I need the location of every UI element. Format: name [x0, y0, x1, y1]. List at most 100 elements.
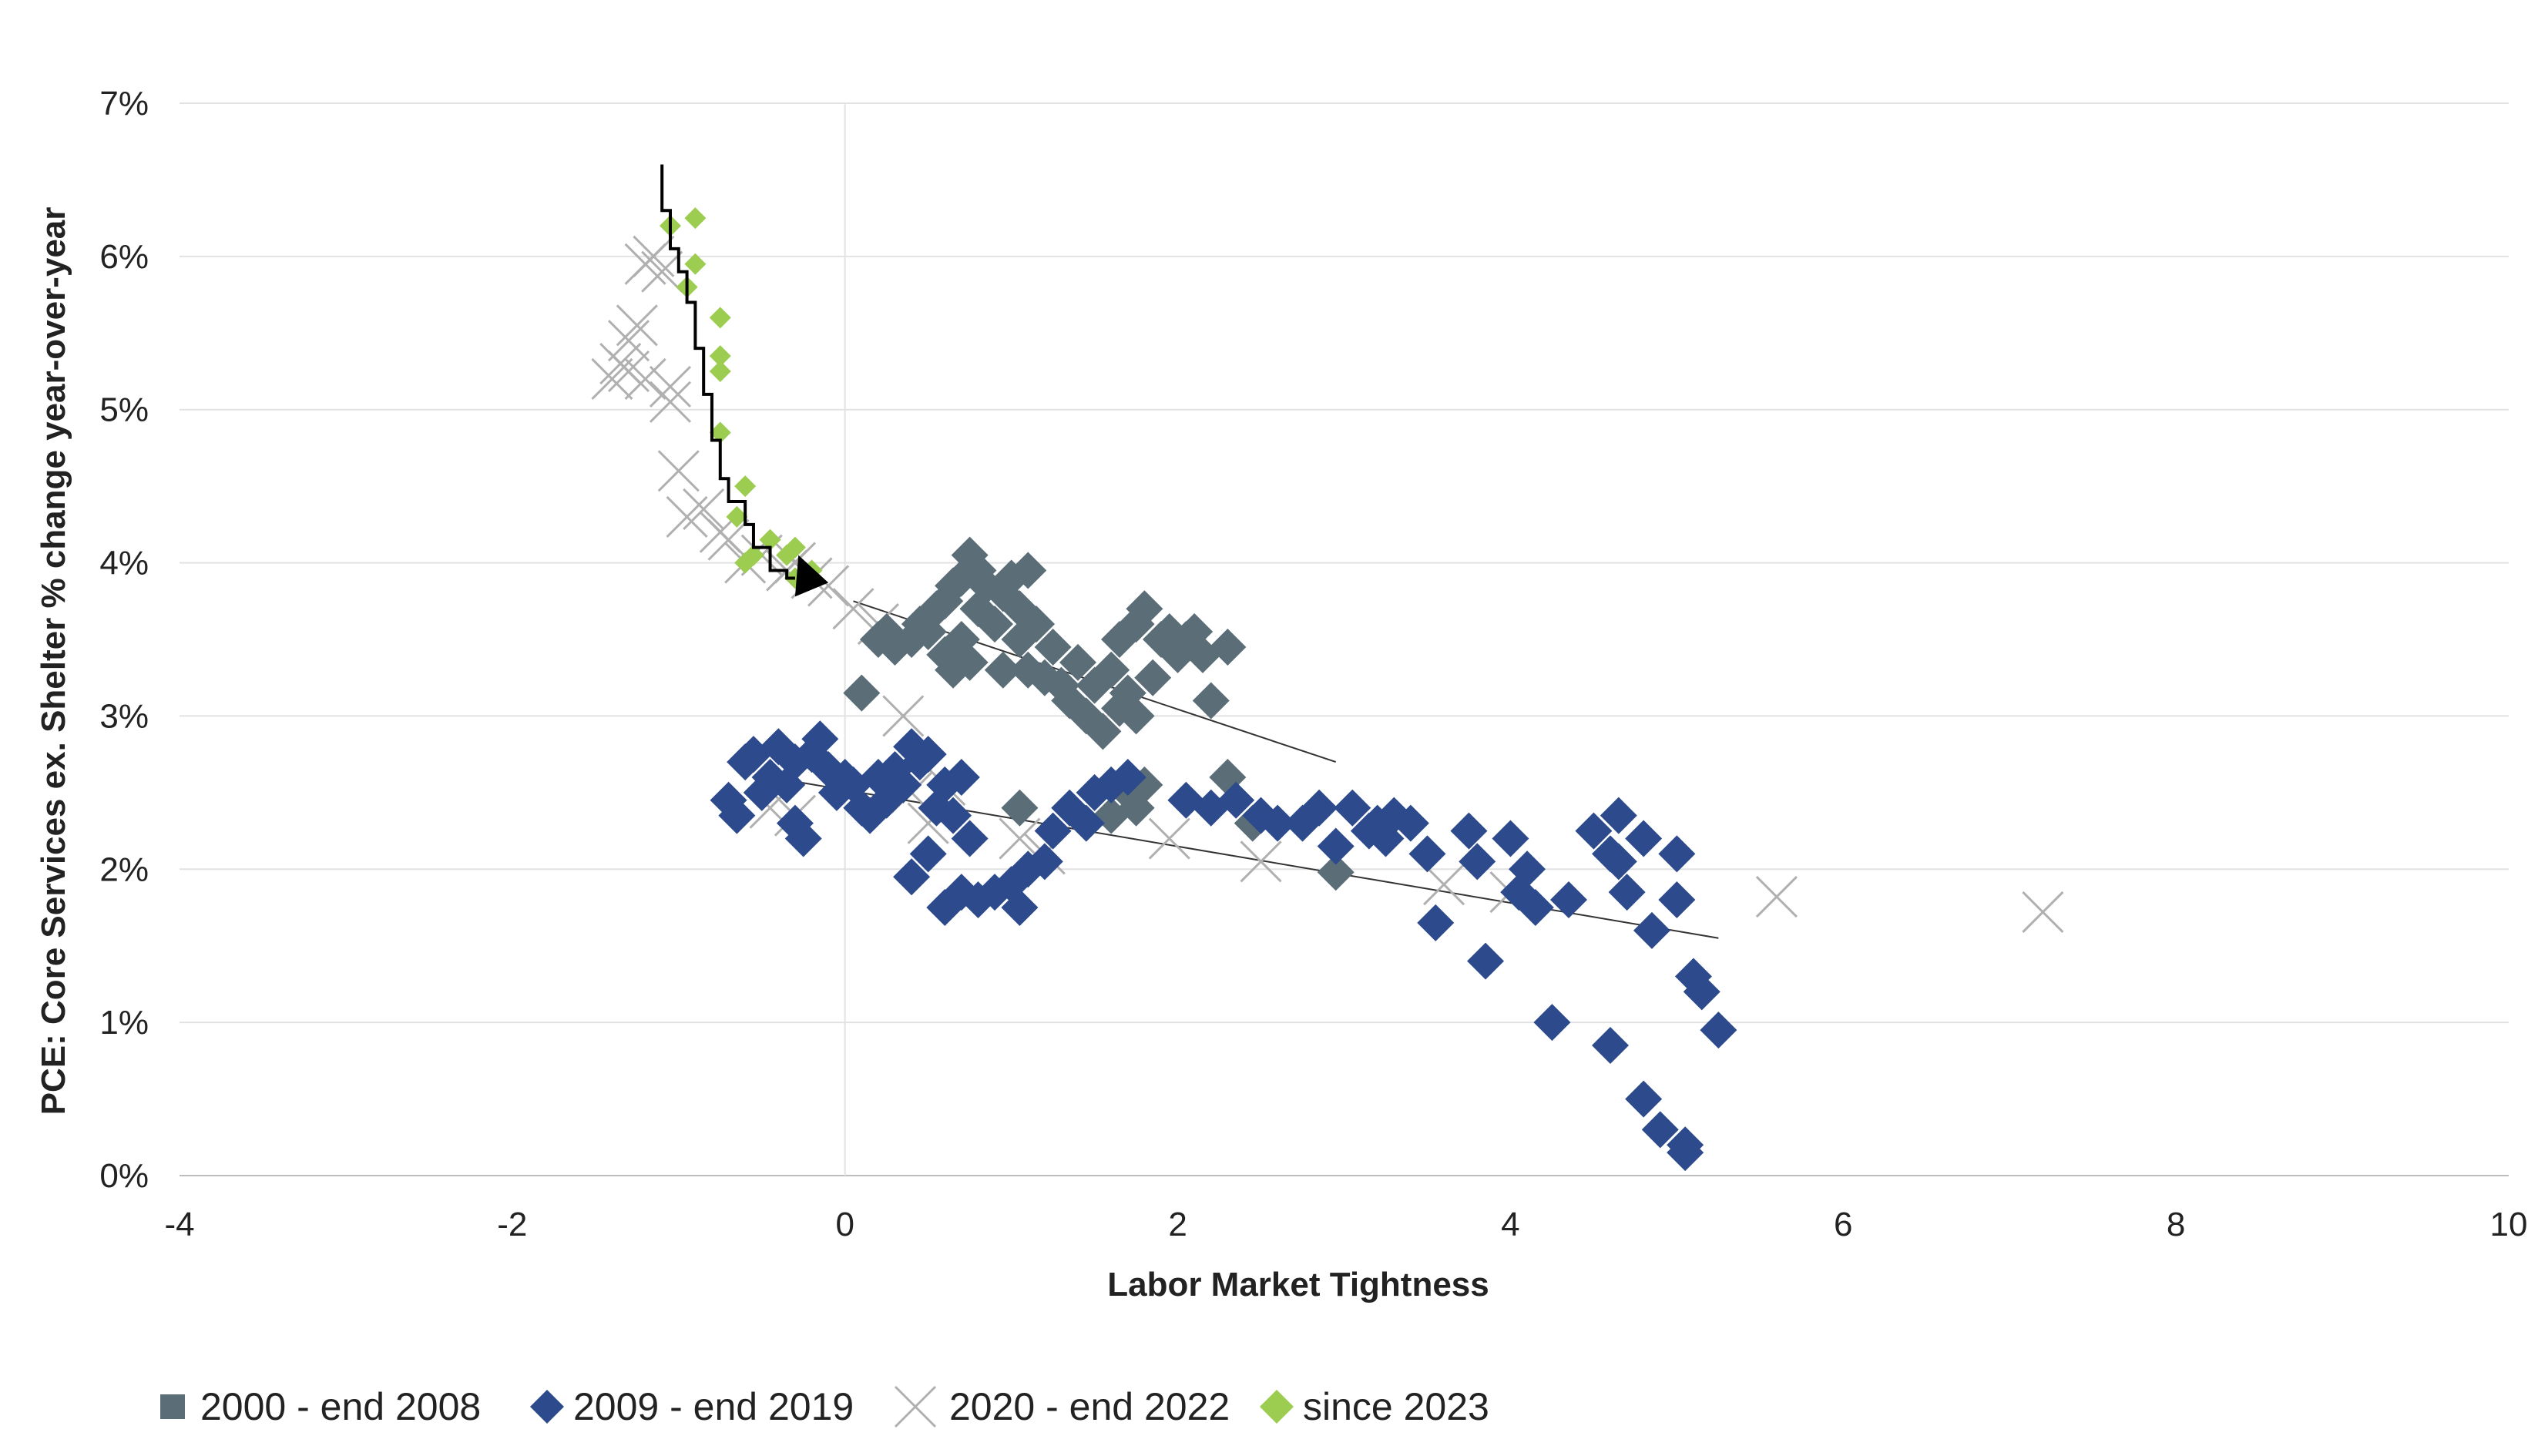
- data-point: [1109, 758, 1146, 796]
- data-point: [1301, 789, 1338, 827]
- data-point: [1059, 643, 1097, 681]
- data-point: [1683, 973, 1720, 1011]
- legend-item: 2000 - end 2008: [160, 1385, 481, 1428]
- data-point: [984, 651, 1022, 689]
- data-point: [1467, 942, 1505, 980]
- data-point: [1575, 812, 1613, 850]
- data-point: [1641, 1111, 1679, 1149]
- data-point: [649, 365, 692, 408]
- y-tick-label: 4%: [99, 545, 149, 582]
- y-tick-label: 0%: [99, 1157, 149, 1195]
- data-point: [709, 307, 731, 329]
- data-point: [1217, 781, 1255, 819]
- y-tick-label: 2%: [99, 850, 149, 888]
- data-point: [1067, 804, 1105, 842]
- x-tick-label: 4: [1501, 1206, 1519, 1243]
- data-point: [759, 528, 781, 551]
- data-point: [633, 235, 675, 277]
- data-point: [1459, 843, 1496, 881]
- data-point: [1700, 1011, 1737, 1049]
- data-point: [1034, 628, 1072, 666]
- x-tick-label: -4: [164, 1206, 194, 1243]
- data-point: [1550, 881, 1588, 919]
- data-point: [1018, 606, 1056, 643]
- legend-label: 2020 - end 2022: [949, 1385, 1230, 1428]
- data-point: [784, 820, 822, 857]
- data-point: [1600, 797, 1637, 834]
- data-point: [718, 797, 756, 834]
- data-points: [591, 207, 2064, 1172]
- x-tick-label: 10: [2490, 1206, 2528, 1243]
- data-point: [1192, 682, 1230, 720]
- data-point: [607, 350, 650, 393]
- arrow-head: [794, 555, 829, 597]
- data-point: [1755, 876, 1798, 918]
- data-point: [1625, 820, 1663, 857]
- data-point: [942, 758, 980, 796]
- data-point: [1240, 840, 1282, 883]
- data-point: [1391, 804, 1429, 842]
- data-point: [885, 766, 922, 803]
- y-tick-label: 1%: [99, 1004, 149, 1042]
- data-point: [760, 728, 797, 766]
- data-point: [683, 488, 725, 531]
- data-point: [1533, 1004, 1571, 1042]
- legend-diamond-marker: [1260, 1390, 1294, 1424]
- data-point: [1600, 843, 1637, 881]
- y-tick-label: 3%: [99, 697, 149, 735]
- data-point: [709, 421, 731, 444]
- x-tick-label: 6: [1834, 1206, 1852, 1243]
- data-point: [801, 720, 839, 758]
- x-tick-label: -2: [497, 1206, 527, 1243]
- data-point: [1492, 820, 1529, 857]
- data-point: [624, 357, 666, 401]
- data-point: [1209, 628, 1247, 666]
- data-point: [951, 820, 989, 857]
- x-tick-label: 8: [2167, 1206, 2185, 1243]
- data-point: [1408, 835, 1446, 873]
- data-point: [1126, 590, 1163, 628]
- data-point: [1009, 552, 1047, 589]
- data-point: [817, 773, 855, 811]
- legend-label: since 2023: [1303, 1385, 1489, 1428]
- data-point: [1417, 904, 1455, 941]
- data-point: [1148, 817, 1190, 860]
- legend-item: since 2023: [1260, 1385, 1489, 1428]
- data-point: [1026, 843, 1063, 881]
- data-point: [909, 835, 947, 873]
- data-point: [1259, 804, 1297, 842]
- data-point: [684, 207, 707, 230]
- legend-item: 2009 - end 2019: [530, 1385, 854, 1428]
- y-tick-label: 7%: [99, 85, 149, 122]
- data-point: [657, 450, 700, 492]
- data-point: [1608, 874, 1646, 911]
- data-point: [935, 797, 972, 834]
- x-axis-ticks: -4 -2 0 2 4 6 8 10: [164, 1206, 2527, 1243]
- legend-label: 2009 - end 2019: [573, 1385, 854, 1428]
- y-axis-ticks: 0% 1% 2% 3% 4% 5% 6% 7%: [99, 85, 149, 1195]
- data-point: [1509, 850, 1546, 888]
- data-point: [1093, 651, 1130, 689]
- legend-diamond-marker: [530, 1390, 564, 1424]
- series-3: [659, 207, 823, 589]
- data-point: [976, 606, 1014, 643]
- x-tick-label: 0: [835, 1206, 854, 1243]
- data-point: [832, 588, 875, 630]
- data-point: [843, 674, 881, 712]
- data-point: [684, 253, 707, 275]
- data-point: [1591, 1026, 1629, 1064]
- data-point: [726, 505, 748, 528]
- legend-square-marker: [160, 1394, 185, 1419]
- data-point: [616, 304, 658, 347]
- data-point: [607, 320, 650, 362]
- x-axis-title: Labor Market Tightness: [1107, 1266, 1489, 1303]
- data-point: [1633, 911, 1670, 949]
- data-point: [742, 544, 764, 566]
- data-point: [2022, 891, 2064, 934]
- data-point: [1450, 812, 1488, 850]
- data-point: [1134, 659, 1172, 696]
- data-point: [951, 643, 989, 681]
- data-point: [709, 361, 731, 382]
- data-point: [641, 250, 683, 293]
